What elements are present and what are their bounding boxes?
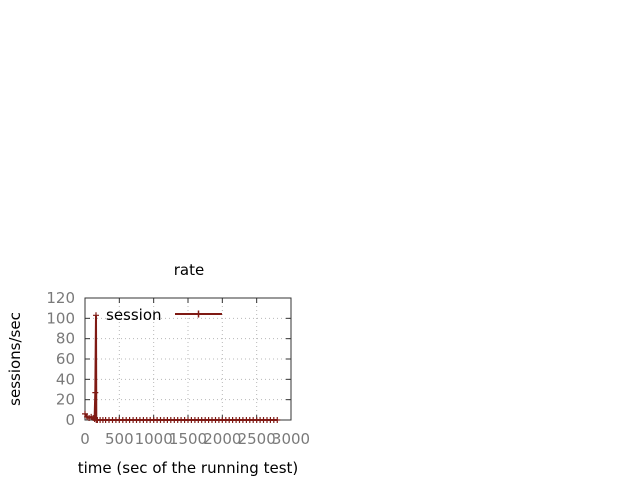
legend-label-session: session	[106, 306, 162, 324]
series-point	[93, 312, 99, 319]
legend-marker-session	[195, 310, 202, 318]
y-tick-label: 80	[56, 330, 75, 348]
y-tick-label: 120	[46, 289, 75, 307]
y-axis-label: sessions/sec	[6, 312, 24, 406]
x-axis-label: time (sec of the running test)	[78, 459, 299, 477]
y-axis-ticks: 0 20 40 60 80 100 120	[46, 289, 291, 429]
y-tick-label: 0	[65, 411, 75, 429]
x-tick-label: 2500	[238, 430, 276, 448]
series-point	[274, 417, 281, 423]
y-tick-label: 60	[56, 350, 75, 368]
chart-title: rate	[174, 261, 204, 279]
series-line-session	[84, 315, 278, 421]
legend: session	[106, 306, 222, 324]
series-point	[92, 389, 99, 396]
grid-lines	[85, 298, 291, 420]
y-tick-label: 20	[56, 391, 75, 409]
x-tick-label: 0	[80, 430, 90, 448]
series-session	[82, 312, 281, 423]
x-tick-label: 500	[105, 430, 134, 448]
x-tick-label: 1000	[135, 430, 173, 448]
y-tick-label: 100	[46, 309, 75, 327]
y-tick-label: 40	[56, 370, 75, 388]
x-tick-label: 2000	[203, 430, 241, 448]
x-tick-label: 3000	[272, 430, 310, 448]
x-tick-label: 1500	[169, 430, 207, 448]
